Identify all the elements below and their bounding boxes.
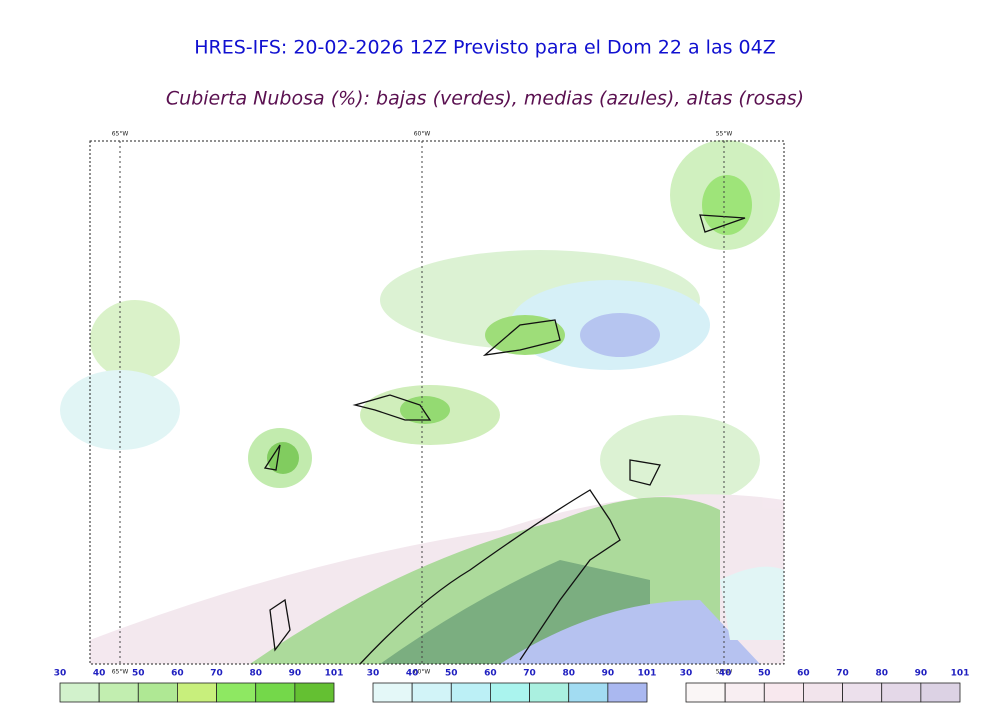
meridian-label: 60°W [414,131,431,138]
meridian-label: 60°W [414,669,431,676]
colorbar-swatch [411,682,452,703]
meridian-label: 55°W [716,131,733,138]
colorbar-tick-label: 30 [680,669,693,679]
colorbar-swatch [920,682,961,703]
colorbar-swatch [137,682,178,703]
colorbar-swatch [529,682,570,703]
colorbar-tick-label: 70 [836,669,849,679]
colorbar-swatch [59,682,100,703]
colorbar-tick-label: 90 [602,669,615,679]
colorbar-swatch [98,682,139,703]
colorbar-swatch [607,682,648,703]
coastlines [263,214,746,665]
colorbar-tick-label: 60 [797,669,810,679]
colorbar-tick-label: 80 [562,669,575,679]
colorbar-swatch [450,682,491,703]
colorbar-swatch [216,682,257,703]
colorbar-tick-label: 40 [406,669,419,679]
colorbar-tick-label: 101 [951,669,970,679]
colorbar-tick-label: 60 [171,669,184,679]
colorbar-swatch [685,682,726,703]
colorbar-tick-label: 40 [719,669,732,679]
colorbar-tick-label: 30 [54,669,67,679]
colorbar-swatch [372,682,413,703]
colorbar-tick-label: 90 [289,669,302,679]
colorbar-swatch [724,682,765,703]
colorbar-tick-label: 70 [523,669,536,679]
colorbar-tick-label: 50 [445,669,458,679]
title: HRES-IFS: 20-02-2026 12Z Previsto para e… [194,37,776,59]
colorbar-tick-label: 30 [367,669,380,679]
colorbar-swatch [568,682,609,703]
cloud-field [60,140,784,664]
colorbar-tick-label: 101 [638,669,657,679]
colorbar-tick-label: 50 [132,669,145,679]
colorbar-swatch [177,682,217,703]
colorbar-tick-label: 101 [325,669,344,679]
colorbar-tick-label: 50 [758,669,771,679]
colorbar-tick-label: 60 [484,669,497,679]
colorbar-tick-label: 80 [249,669,262,679]
meridian-label: 55°W [716,669,733,676]
map-frame [89,140,785,665]
colorbar-tick-label: 90 [915,669,928,679]
colorbar-tick-label: 80 [875,669,888,679]
colorbar-swatch [255,682,296,703]
meridian-label: 65°W [112,131,129,138]
colorbar-swatch [294,682,335,703]
colorbar-tick-label: 70 [210,669,223,679]
colorbar-swatch [490,682,530,703]
subtitle: Cubierta Nubosa (%): bajas (verdes), med… [166,88,804,110]
colorbar-swatch [842,682,883,703]
colorbar-swatch [881,682,922,703]
colorbar-swatch [803,682,843,703]
colorbar-tick-label: 40 [93,669,106,679]
colorbar-swatch [763,682,804,703]
meridian-label: 65°W [112,669,129,676]
